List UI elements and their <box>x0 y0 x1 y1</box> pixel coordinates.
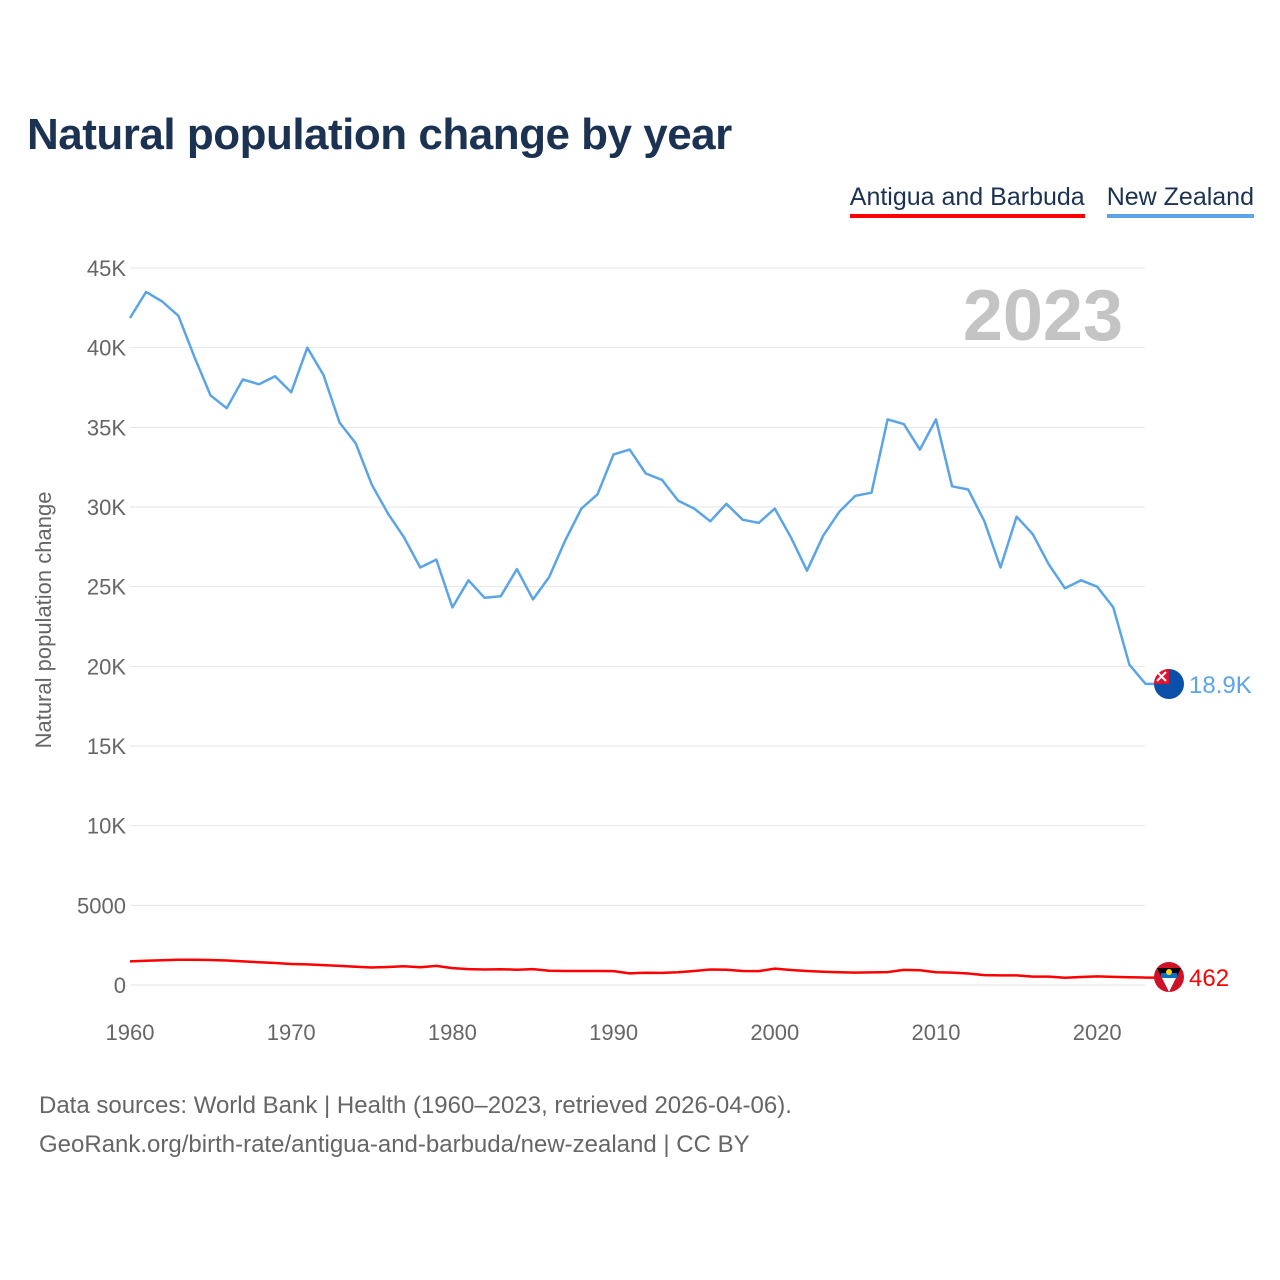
x-tick-label: 2010 <box>912 1020 961 1045</box>
x-tick-label: 1960 <box>106 1020 155 1045</box>
y-tick-label: 0 <box>114 973 126 998</box>
x-tick-label: 1990 <box>589 1020 638 1045</box>
y-tick-label: 20K <box>87 654 126 679</box>
legend-item-new-zealand[interactable]: New Zealand <box>1106 183 1254 218</box>
y-tick-label: 10K <box>87 814 126 839</box>
x-tick-label: 1970 <box>267 1020 316 1045</box>
x-tick-label: 2020 <box>1073 1020 1122 1045</box>
data-source: Data sources: World Bank | Health (1960–… <box>39 1092 792 1119</box>
y-tick-label: 35K <box>87 415 126 440</box>
legend: Antigua and Barbuda New Zealand <box>849 183 1254 218</box>
chart-title: Natural population change by year <box>27 110 732 159</box>
source-link[interactable]: GeoRank.org/birth-rate/antigua-and-barbu… <box>39 1131 750 1158</box>
series-line-new-zealand <box>128 290 1160 686</box>
x-tick-label: 1980 <box>428 1020 477 1045</box>
y-tick-label: 15K <box>87 734 126 759</box>
legend-item-antigua[interactable]: Antigua and Barbuda <box>849 183 1085 218</box>
series-line-antigua-and-barbuda <box>129 958 1160 980</box>
end-value-label: 462 <box>1189 965 1229 992</box>
footer: Data sources: World Bank | Health (1960–… <box>39 1086 792 1164</box>
y-tick-label: 30K <box>87 495 126 520</box>
new-zealand-flag-icon <box>1154 669 1184 699</box>
y-axis-label: Natural population change <box>31 492 56 749</box>
x-tick-label: 2000 <box>750 1020 799 1045</box>
end-value-label: 18.9K <box>1189 672 1252 699</box>
y-tick-label: 40K <box>87 336 126 361</box>
y-tick-label: 45K <box>87 256 126 281</box>
y-tick-label: 5000 <box>77 893 126 918</box>
year-label: 2023 <box>963 276 1123 356</box>
antigua-flag-icon <box>1154 962 1184 992</box>
y-tick-label: 25K <box>87 575 126 600</box>
